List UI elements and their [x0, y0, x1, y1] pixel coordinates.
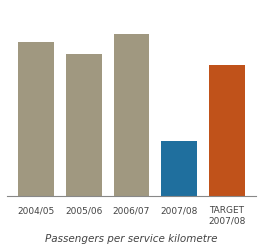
- Bar: [114, 34, 149, 250]
- Bar: [161, 141, 197, 250]
- Text: 0.963: 0.963: [209, 11, 245, 21]
- Bar: [18, 42, 54, 250]
- Text: 0.966: 0.966: [66, 11, 102, 21]
- Bar: [66, 54, 102, 250]
- Text: 0.944: 0.944: [161, 11, 197, 21]
- X-axis label: Passengers per service kilometre: Passengers per service kilometre: [45, 233, 218, 243]
- Bar: [209, 66, 245, 250]
- Text: 0.971: 0.971: [114, 11, 149, 21]
- Text: 0.969: 0.969: [18, 11, 54, 21]
